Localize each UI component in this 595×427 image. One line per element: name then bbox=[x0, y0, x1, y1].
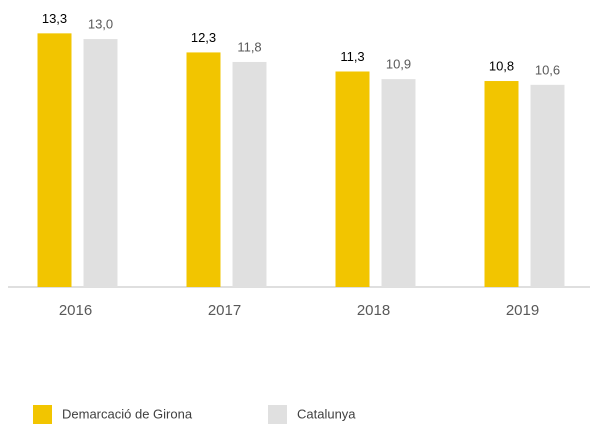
value-label: 13,3 bbox=[42, 11, 67, 26]
bar bbox=[186, 52, 221, 287]
bar bbox=[83, 39, 118, 288]
legend-label: Demarcació de Girona bbox=[62, 406, 193, 421]
legend-swatch bbox=[33, 405, 52, 424]
value-label: 11,3 bbox=[340, 49, 364, 64]
value-label: 10,6 bbox=[535, 62, 560, 77]
bar bbox=[232, 61, 267, 288]
value-label: 13,0 bbox=[88, 17, 113, 32]
bar bbox=[530, 84, 565, 287]
x-tick-label: 2017 bbox=[208, 302, 241, 319]
bar bbox=[484, 81, 519, 288]
bar bbox=[335, 71, 370, 287]
legend-label: Catalunya bbox=[297, 406, 356, 421]
value-label: 11,8 bbox=[237, 39, 261, 54]
x-tick-label: 2019 bbox=[506, 302, 539, 319]
value-label: 12,3 bbox=[191, 30, 216, 45]
x-tick-label: 2018 bbox=[357, 302, 390, 319]
x-tick-label: 2016 bbox=[59, 302, 92, 319]
bar bbox=[381, 79, 416, 287]
value-label: 10,8 bbox=[489, 58, 514, 73]
value-label: 10,9 bbox=[386, 57, 411, 72]
bar bbox=[37, 33, 72, 287]
legend-swatch bbox=[268, 405, 287, 424]
